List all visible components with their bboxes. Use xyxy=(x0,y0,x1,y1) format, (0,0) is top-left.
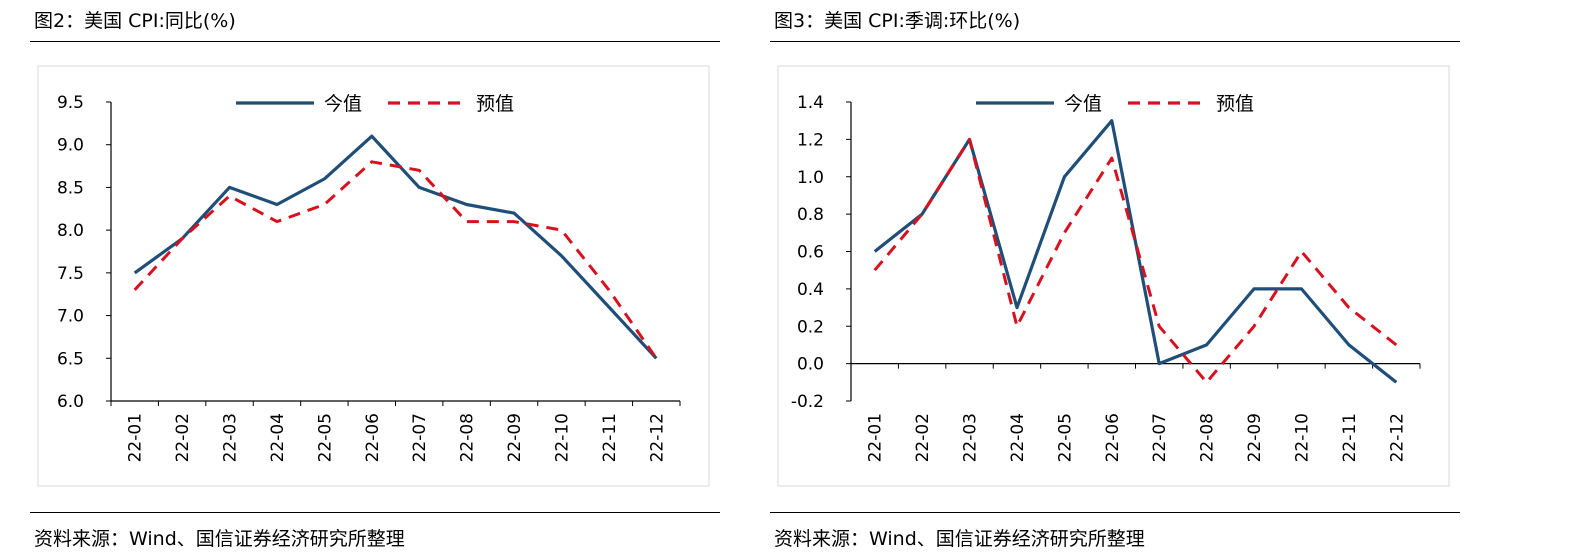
y-tick-label: 0.0 xyxy=(797,355,824,375)
line-chart-mom: 1.4 1.2 1.0 0.8 0.6 0.4 0.2 0.0 -0.2 22-01 22-02 22… xyxy=(777,65,1450,487)
x-tick-label: 22-03 xyxy=(961,413,981,462)
y-tick-label: 1.0 xyxy=(797,168,824,188)
plot-frame xyxy=(37,65,710,487)
x-tick-label: 22-09 xyxy=(1245,413,1265,462)
source-note: 资料来源：Wind、国信证券经济研究所整理 xyxy=(34,528,405,550)
legend-label: 今值 xyxy=(1064,93,1102,115)
y-tick-label: 9.5 xyxy=(57,93,84,113)
y-tick-label: 9.0 xyxy=(57,136,84,156)
source-note: 资料来源：Wind、国信证券经济研究所整理 xyxy=(774,528,1145,550)
y-tick-label: 0.2 xyxy=(797,317,824,337)
x-tick-label: 22-07 xyxy=(1150,413,1170,462)
x-tick-label: 22-09 xyxy=(505,413,525,462)
y-tick-label: 8.5 xyxy=(57,178,84,198)
x-tick-label: 22-01 xyxy=(126,413,146,462)
legend-label: 今值 xyxy=(324,93,362,115)
y-tick-label: -0.2 xyxy=(791,392,824,412)
source-rule xyxy=(30,512,720,513)
title-rule xyxy=(770,41,1460,42)
x-tick-label: 22-02 xyxy=(913,413,933,462)
y-tick-label: 0.4 xyxy=(797,280,824,300)
source-rule xyxy=(770,512,1460,513)
x-tick-label: 22-12 xyxy=(1387,413,1407,462)
legend-label: 预值 xyxy=(476,93,514,115)
x-tick-label: 22-04 xyxy=(1008,413,1028,462)
y-tick-label: 6.5 xyxy=(57,349,84,369)
figure-title: 图2：美国 CPI:同比(%) xyxy=(34,10,236,32)
y-tick-label: 1.2 xyxy=(797,130,824,150)
title-rule xyxy=(30,41,720,42)
y-tick-label: 1.4 xyxy=(797,93,824,113)
y-tick-label: 7.5 xyxy=(57,264,84,284)
legend-label: 预值 xyxy=(1216,93,1254,115)
x-tick-label: 22-05 xyxy=(315,413,335,462)
x-tick-label: 22-08 xyxy=(458,413,478,462)
y-tick-label: 7.0 xyxy=(57,307,84,327)
x-tick-label: 22-07 xyxy=(410,413,430,462)
y-tick-label: 0.6 xyxy=(797,243,824,263)
line-chart-yoy: 9.5 9.0 8.5 8.0 7.5 7.0 6.5 6.0 22-01 22-02 22-03 2… xyxy=(37,65,710,487)
x-tick-label: 22-05 xyxy=(1055,413,1075,462)
figure-title: 图3：美国 CPI:季调:环比(%) xyxy=(774,10,1021,32)
x-tick-label: 22-06 xyxy=(1103,413,1123,462)
x-tick-label: 22-12 xyxy=(647,413,667,462)
x-tick-label: 22-11 xyxy=(1340,413,1360,462)
x-tick-label: 22-06 xyxy=(363,413,383,462)
x-tick-label: 22-01 xyxy=(866,413,886,462)
x-tick-label: 22-02 xyxy=(173,413,193,462)
series-line-actual xyxy=(873,119,1398,384)
x-tick-label: 22-08 xyxy=(1198,413,1218,462)
x-tick-label: 22-11 xyxy=(600,413,620,462)
series-line-forecast xyxy=(873,137,1398,384)
x-tick-label: 22-10 xyxy=(1292,413,1312,462)
x-tick-label: 22-03 xyxy=(221,413,241,462)
plot-frame xyxy=(777,65,1450,487)
x-tick-label: 22-10 xyxy=(552,413,572,462)
y-tick-label: 8.0 xyxy=(57,221,84,241)
series-line-forecast xyxy=(133,160,658,360)
x-tick-label: 22-04 xyxy=(268,413,288,462)
series-line-actual xyxy=(133,134,658,360)
y-tick-label: 6.0 xyxy=(57,392,84,412)
y-tick-label: 0.8 xyxy=(797,205,824,225)
